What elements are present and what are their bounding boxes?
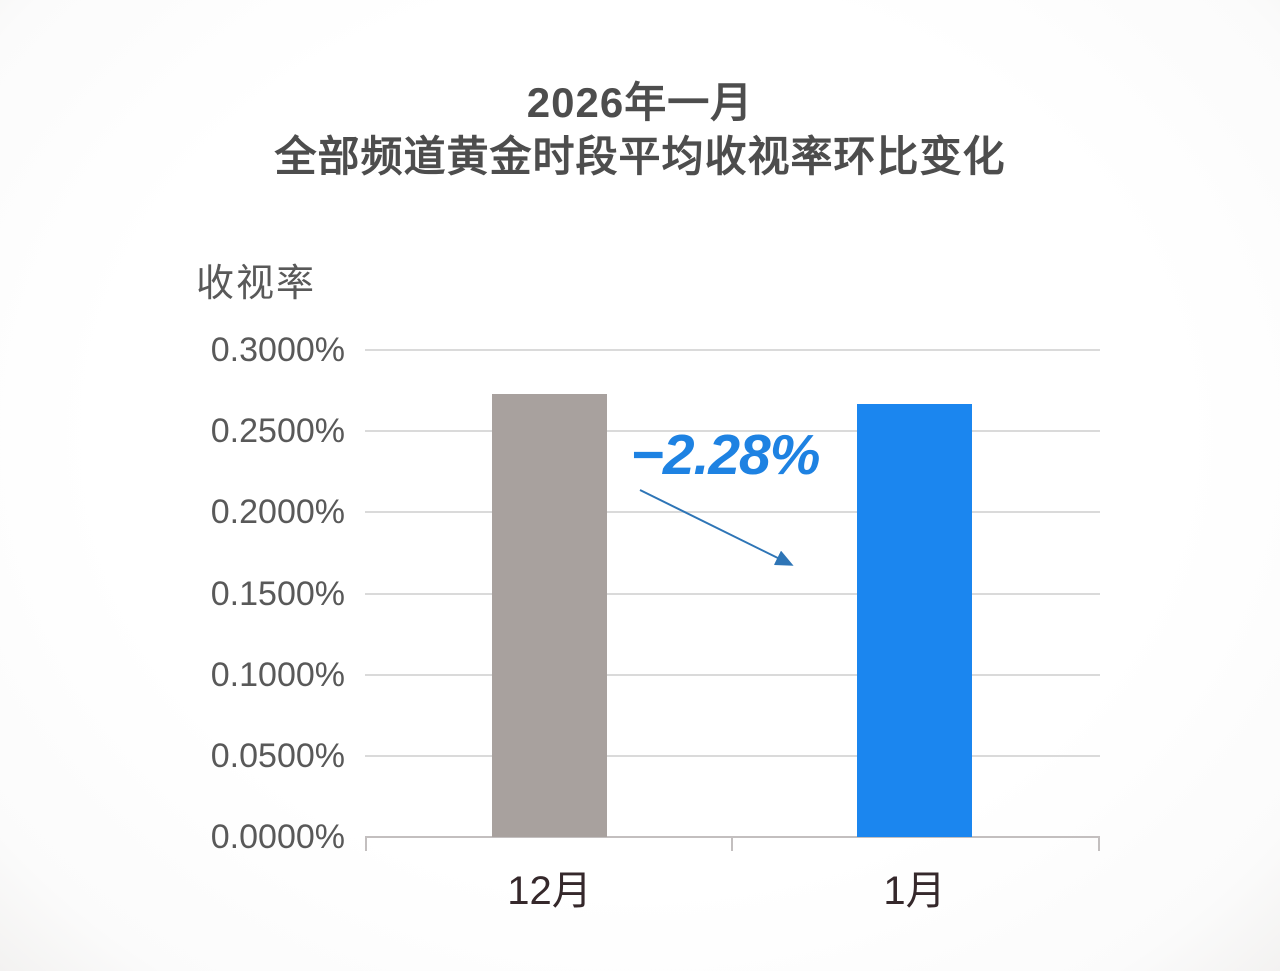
gridline — [365, 673, 1100, 676]
gridline — [365, 511, 1100, 514]
y-tick-label: 0.1500% — [210, 574, 345, 613]
x-axis-tick-middle — [731, 837, 733, 851]
gridline — [365, 592, 1100, 595]
gridline — [365, 349, 1100, 351]
bar-january[interactable] — [857, 404, 972, 837]
plot-area — [365, 349, 1100, 851]
chart-title-line1: 2026年一月 — [526, 79, 754, 126]
chart-title: 2026年一月 全部频道黄金时段平均收视率环比变化 — [0, 76, 1280, 184]
x-axis-label: 1月 — [883, 869, 946, 913]
y-tick-label: 0.0500% — [210, 736, 345, 775]
gridline — [365, 430, 1100, 433]
y-tick-label: 0.2000% — [210, 493, 345, 532]
x-axis-label: 12月 — [507, 869, 592, 913]
y-axis-title: 收视率 — [196, 263, 317, 305]
change-arrow-icon — [639, 489, 794, 566]
chart-title-line2: 全部频道黄金时段平均收视率环比变化 — [274, 133, 1006, 180]
y-tick-label: 0.3000% — [210, 331, 345, 369]
y-tick-label: 0.1000% — [210, 655, 345, 694]
x-axis-tick-left — [365, 837, 367, 851]
gridline — [365, 754, 1100, 757]
change-annotation: −2.28% — [630, 423, 821, 487]
bar-december[interactable] — [492, 394, 607, 837]
y-tick-label: 0.2500% — [210, 412, 345, 451]
y-tick-label: 0.0000% — [210, 818, 345, 856]
x-axis-tick-right — [1098, 837, 1100, 851]
